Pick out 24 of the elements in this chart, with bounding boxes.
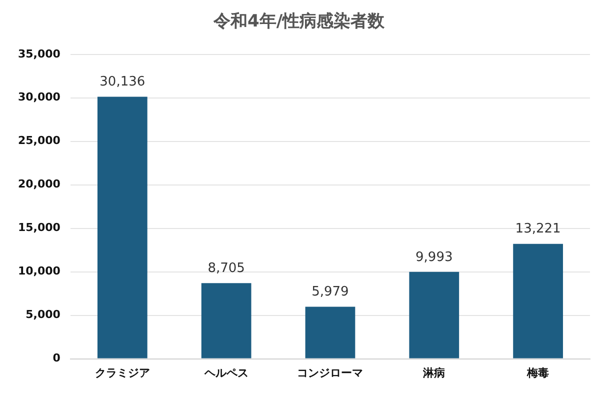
x-tick-label: 淋病 (422, 366, 446, 380)
x-tick-label: ヘルペス (203, 366, 248, 380)
data-label: 8,705 (208, 260, 245, 276)
y-tick-label: 15,000 (18, 221, 61, 234)
y-tick-label: 35,000 (18, 47, 61, 60)
x-tick-label: クラミジア (94, 366, 150, 380)
y-tick-label: 30,000 (18, 90, 61, 104)
bar (305, 306, 356, 358)
bar (513, 244, 563, 358)
bar (97, 96, 148, 358)
x-tick-label: コンジローマ (297, 366, 364, 380)
x-tick-label: 梅毒 (526, 366, 550, 380)
data-label: 13,221 (515, 222, 561, 237)
bar (409, 272, 460, 358)
bar (201, 283, 252, 358)
y-tick-label: 5,000 (26, 308, 61, 322)
chart-title: 令和4年/性病感染者数 (212, 12, 386, 32)
data-label: 30,136 (100, 74, 146, 90)
data-label: 9,993 (416, 250, 453, 265)
y-tick-label: 20,000 (18, 178, 61, 191)
data-label: 5,979 (312, 284, 349, 300)
y-tick-label: 0 (52, 352, 61, 365)
y-tick-label: 10,000 (18, 264, 61, 278)
y-tick-label: 25,000 (18, 134, 61, 148)
